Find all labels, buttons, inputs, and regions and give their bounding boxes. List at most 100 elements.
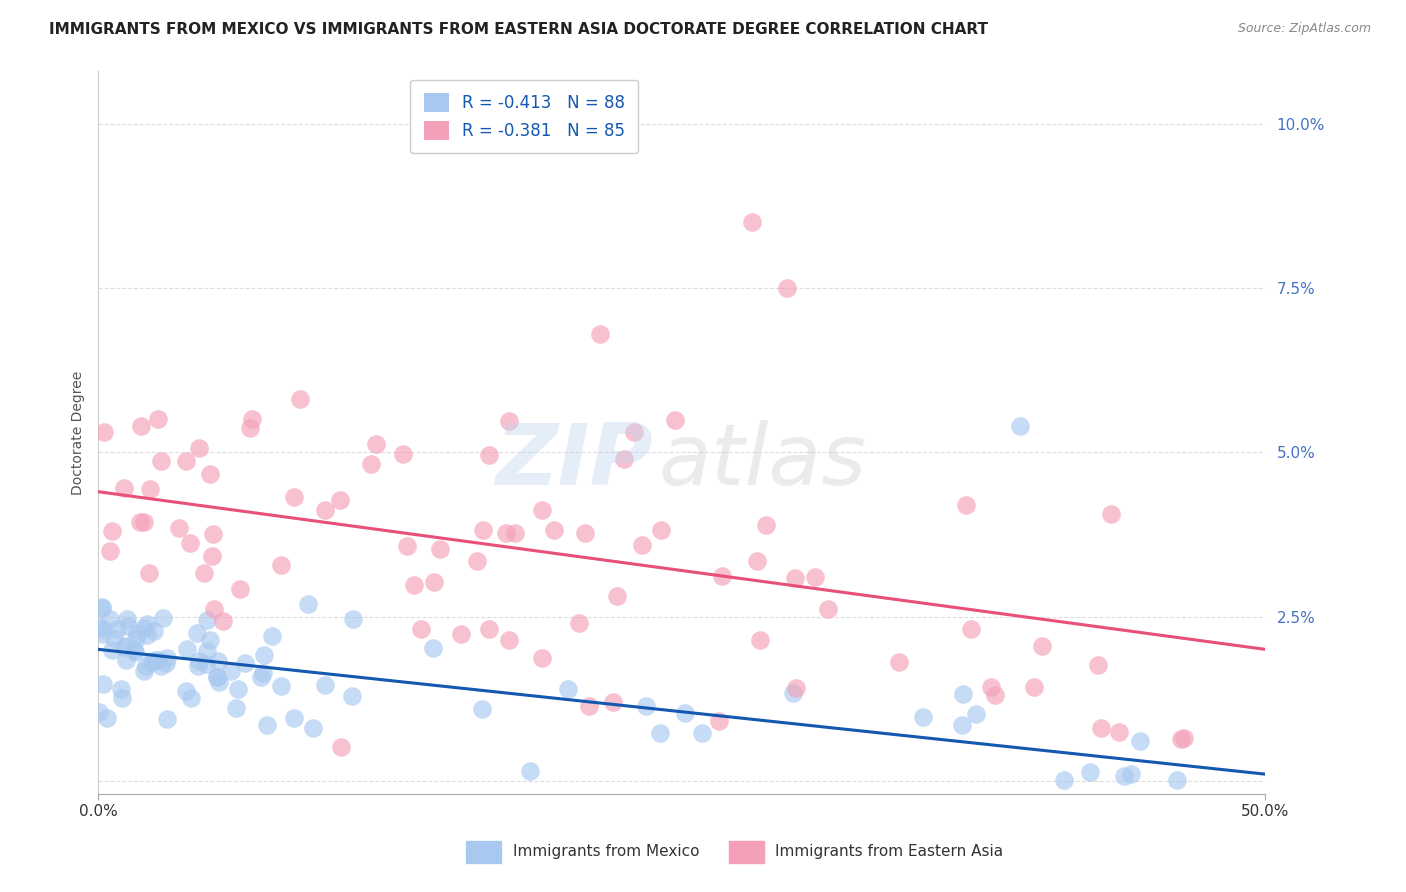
Point <box>290 392 312 406</box>
Point <box>471 523 494 537</box>
Point <box>129 515 152 529</box>
Point <box>749 633 772 648</box>
Point <box>250 670 273 684</box>
Point <box>952 687 974 701</box>
Point <box>1129 734 1152 748</box>
Point <box>90 622 112 636</box>
Text: atlas: atlas <box>658 420 866 503</box>
Point <box>606 589 628 603</box>
Point <box>1099 507 1122 521</box>
Point <box>330 740 353 755</box>
Point <box>138 483 160 497</box>
Point <box>233 656 256 670</box>
Point <box>110 682 132 697</box>
Point <box>980 680 1002 694</box>
Point <box>149 454 172 468</box>
Point <box>498 414 520 428</box>
Point <box>228 582 250 596</box>
Point <box>911 709 934 723</box>
Point <box>1078 765 1101 780</box>
Point <box>465 554 488 568</box>
Point <box>115 612 138 626</box>
Point <box>342 689 364 703</box>
Point <box>301 721 323 735</box>
Point <box>711 568 734 582</box>
Point <box>578 698 600 713</box>
Point <box>205 670 228 684</box>
Point <box>201 549 224 563</box>
Point <box>193 566 215 581</box>
Point <box>574 526 596 541</box>
Point <box>187 654 209 668</box>
Point <box>98 544 121 558</box>
Point <box>690 726 713 740</box>
Point <box>141 655 163 669</box>
Point <box>135 628 157 642</box>
Point <box>141 654 163 668</box>
Point <box>887 655 910 669</box>
Point <box>91 601 114 615</box>
Point <box>112 481 135 495</box>
Point <box>783 571 806 585</box>
Point <box>782 686 804 700</box>
Legend: R = -0.413   N = 88, R = -0.381   N = 85: R = -0.413 N = 88, R = -0.381 N = 85 <box>411 79 638 153</box>
FancyBboxPatch shape <box>728 841 763 863</box>
Point <box>152 611 174 625</box>
Point <box>114 653 136 667</box>
Point <box>174 453 197 467</box>
Point <box>530 651 553 665</box>
Point <box>90 600 112 615</box>
Text: Immigrants from Mexico: Immigrants from Mexico <box>513 844 699 859</box>
Point <box>1031 639 1053 653</box>
Point <box>156 651 179 665</box>
Point <box>87 619 110 633</box>
Point <box>205 670 228 684</box>
Point <box>226 681 249 696</box>
Point <box>409 622 432 636</box>
Point <box>125 632 148 646</box>
Point <box>1108 725 1130 739</box>
Point <box>138 566 160 580</box>
Point <box>741 215 763 229</box>
Point <box>219 664 242 678</box>
Point <box>984 688 1007 702</box>
Point <box>180 690 202 705</box>
Text: Immigrants from Eastern Asia: Immigrants from Eastern Asia <box>775 844 1004 859</box>
Point <box>135 616 157 631</box>
FancyBboxPatch shape <box>465 841 501 863</box>
Point <box>1170 732 1192 747</box>
Point <box>1166 773 1188 788</box>
Point <box>450 626 472 640</box>
Point <box>314 503 336 517</box>
Point <box>404 578 426 592</box>
Point <box>636 698 658 713</box>
Point <box>212 614 235 628</box>
Point <box>423 574 446 589</box>
Point <box>200 633 222 648</box>
Point <box>207 654 229 668</box>
Point <box>129 419 152 434</box>
Point <box>240 412 263 426</box>
Point <box>395 539 418 553</box>
Point <box>366 437 388 451</box>
Point <box>176 642 198 657</box>
Point <box>146 653 169 667</box>
Point <box>589 327 612 342</box>
Point <box>602 694 624 708</box>
Point <box>132 516 155 530</box>
Point <box>194 657 217 672</box>
Point <box>208 674 231 689</box>
Point <box>519 764 541 779</box>
Point <box>1010 419 1032 434</box>
Point <box>471 702 494 716</box>
Point <box>648 726 671 740</box>
Point <box>198 467 221 481</box>
Point <box>955 498 977 512</box>
Point <box>132 665 155 679</box>
Point <box>360 457 382 471</box>
Point <box>197 644 219 658</box>
Point <box>429 541 451 556</box>
Point <box>950 718 973 732</box>
Point <box>111 690 134 705</box>
Point <box>239 421 262 435</box>
